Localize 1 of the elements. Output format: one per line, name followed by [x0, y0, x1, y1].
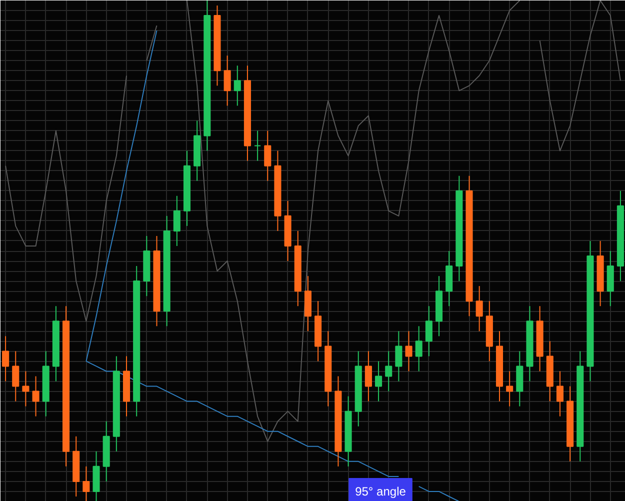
annotation: 95° angle [355, 484, 406, 498]
